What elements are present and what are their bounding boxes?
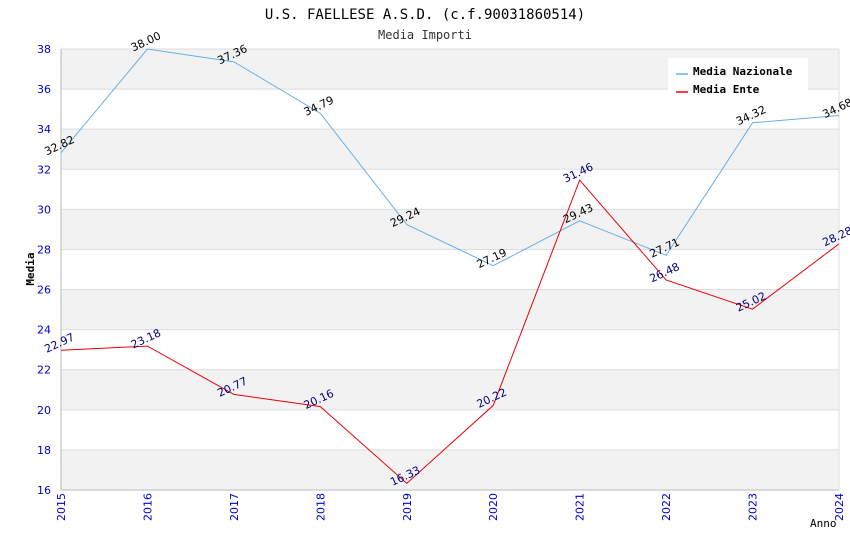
y-tick-label: 24 [37,324,51,337]
y-tick-label: 20 [37,404,51,417]
x-tick-label: 2016 [141,493,154,521]
x-tick-label: 2018 [314,493,327,521]
data-label: 34.79 [302,94,336,119]
x-axis-label: Anno [810,517,837,530]
background-band [61,289,839,330]
x-tick-labels: 2015 2016 2017 2018 2019 2020 2021 2022 2023 2024 [55,493,846,521]
y-tick-label: 30 [37,203,51,216]
y-tick-labels: 16 18 20 22 24 26 28 30 32 34 36 38 [37,43,51,497]
background-bands [61,49,839,490]
legend-label-media-nazionale: Media Nazionale [693,65,793,78]
legend-label-media-ente: Media Ente [693,83,760,96]
x-tick-label: 2017 [228,493,241,521]
x-tick-label: 2020 [487,493,500,521]
background-band [61,129,839,170]
x-tick-label: 2024 [833,493,846,521]
series-line-media-ente [60,179,840,485]
y-tick-label: 16 [37,484,51,497]
legend-box [668,58,808,100]
background-band [61,449,839,490]
y-tick-label: 18 [37,444,51,457]
background-band [61,209,839,250]
series-lines [60,48,840,485]
x-tick-label: 2019 [401,493,414,521]
y-tick-label: 26 [37,284,51,297]
background-band [61,369,839,410]
chart-title: U.S. FAELLESE A.S.D. (c.f.90031860514) [265,7,585,23]
y-tick-label: 36 [37,83,51,96]
y-tick-label: 32 [37,163,51,176]
x-tick-label: 2022 [660,493,673,521]
y-tick-label: 34 [37,123,51,136]
data-label: 34.68 [820,96,850,121]
x-tick-label: 2023 [747,493,760,521]
axes [60,49,840,491]
y-tick-label: 38 [37,43,51,56]
chart-subtitle: Media Importi [378,28,472,42]
legend: Media Nazionale Media Ente [668,58,808,100]
y-tick-label: 22 [37,364,51,377]
x-tick-label: 2021 [574,493,587,521]
y-tick-label: 28 [37,243,51,256]
gridlines [61,48,839,491]
y-axis-label: Media [24,252,37,285]
series-line-media-nazionale [60,48,840,267]
x-tick-label: 2015 [55,493,68,521]
